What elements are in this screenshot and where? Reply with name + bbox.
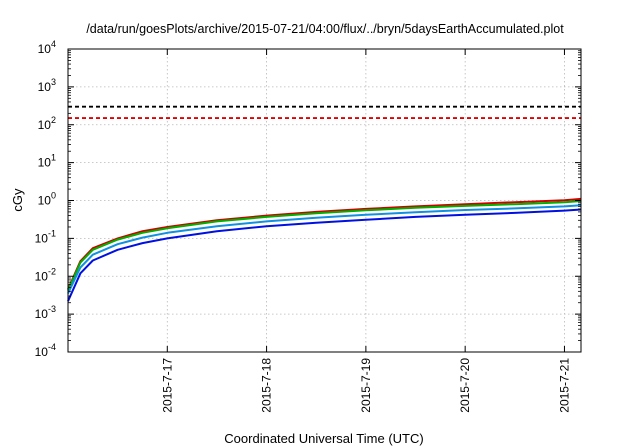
- y-tick-labels: 10-4 10-3 10-2 10-1 100 101 102 103 104: [35, 39, 56, 359]
- ticks: [68, 48, 581, 353]
- grid: [68, 49, 581, 352]
- y-tick-label: 10-3: [35, 304, 56, 321]
- y-tick-label: 10-2: [35, 266, 56, 283]
- x-tick-label: 2015-7-20: [458, 358, 472, 413]
- x-axis-label: Coordinated Universal Time (UTC): [224, 431, 423, 446]
- reference-lines: [68, 105, 581, 119]
- series-line: [67, 204, 582, 294]
- x-tick-labels: 2015-7-17 2015-7-18 2015-7-19 2015-7-20 2015…: [160, 358, 571, 413]
- x-tick-label: 2015-7-21: [557, 358, 571, 413]
- y-tick-label: 101: [38, 153, 56, 170]
- y-tick-label: 104: [38, 39, 56, 56]
- series-line: [67, 200, 582, 291]
- series-line: [67, 208, 582, 302]
- y-tick-label: 102: [38, 115, 56, 132]
- x-tick-label: 2015-7-18: [260, 358, 274, 413]
- series-line: [67, 197, 582, 290]
- series-lines: [67, 197, 582, 302]
- y-tick-label: 10-1: [35, 228, 56, 245]
- y-tick-label: 103: [38, 77, 56, 94]
- y-tick-label: 10-4: [35, 342, 56, 359]
- y-axis-label: cGy: [10, 188, 25, 212]
- chart-title: /data/run/goesPlots/archive/2015-07-21/0…: [86, 22, 564, 36]
- x-tick-label: 2015-7-19: [359, 358, 373, 413]
- x-tick-label: 2015-7-17: [160, 358, 174, 413]
- y-tick-label: 100: [38, 191, 56, 208]
